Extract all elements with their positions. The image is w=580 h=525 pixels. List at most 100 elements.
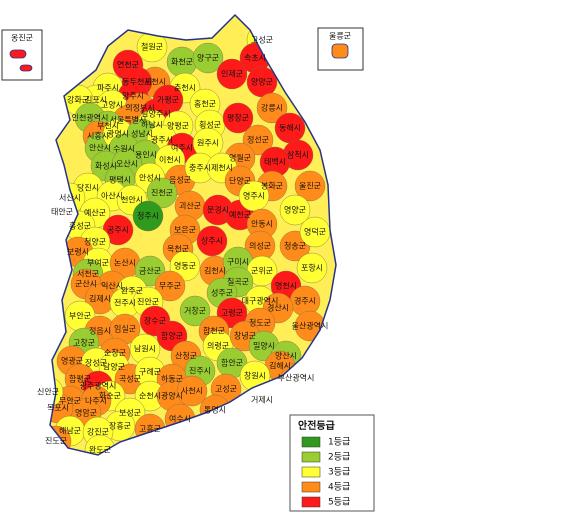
district-label: 정읍시 <box>89 326 111 336</box>
district-label: 원주시 <box>197 139 219 148</box>
district-label: 김천시 <box>204 266 226 276</box>
legend-label: 4등급 <box>328 482 350 493</box>
district-label: 금산군 <box>139 266 161 276</box>
district <box>179 295 211 327</box>
district <box>238 180 270 212</box>
island <box>331 43 349 59</box>
district-label: 서울특별시 <box>110 115 147 125</box>
district-label: 무안군 <box>59 396 81 406</box>
district-label: 철원군 <box>141 42 163 52</box>
district-label: 영동군 <box>174 261 196 271</box>
district-label: 여주시 <box>171 143 193 153</box>
district-label: 의령군 <box>207 341 229 351</box>
district-label: 삼척시 <box>287 150 309 160</box>
district-label: 연천군 <box>117 60 139 70</box>
district-label: 통영시 <box>204 405 226 415</box>
district-label: 울산광역시 <box>292 321 329 331</box>
district-label: 해남군 <box>59 426 81 436</box>
district-label: 합천군 <box>203 326 225 336</box>
district-label: 함안군 <box>221 358 243 368</box>
district-label: 청양군 <box>84 238 106 247</box>
district-label: 시흥시 <box>87 131 109 141</box>
district-label: 부산광역시 <box>278 373 315 383</box>
district-label: 청송군 <box>284 242 306 251</box>
district-label: 남원시 <box>134 345 156 354</box>
district-label: 상주시 <box>201 236 223 246</box>
district-label: 의성군 <box>249 241 271 251</box>
district-label: 정선군 <box>247 135 269 145</box>
district-label: 오산시 <box>116 159 138 169</box>
district-label: 목포시 <box>47 404 69 413</box>
district-label: 청도군 <box>249 319 271 328</box>
district-label: 홍천군 <box>194 99 216 109</box>
district-label: 영월군 <box>229 153 251 163</box>
district-label: 괴산군 <box>179 201 201 211</box>
district-label: 화순군 <box>99 392 121 401</box>
district-label: 횡성군 <box>199 120 221 130</box>
inset-label: 울릉군 <box>329 32 351 41</box>
district-label: 완주군 <box>121 287 143 296</box>
district-label: 청주시 <box>137 212 159 221</box>
district-label: 진안군 <box>137 297 159 307</box>
district-label: 양주시 <box>122 92 144 101</box>
district-label: 영암군 <box>75 408 97 418</box>
district <box>196 225 228 257</box>
district-label: 포천시 <box>144 77 166 87</box>
district-label: 성주군 <box>211 289 233 298</box>
district-label: 익산시 <box>101 281 123 291</box>
district-label: 남양주시 <box>141 110 170 119</box>
district-label: 강화군 <box>67 95 89 105</box>
district <box>176 375 208 407</box>
district-label: 동두천시 <box>122 77 151 87</box>
district-label: 창원시 <box>244 372 266 381</box>
district-label: 제천시 <box>211 163 233 173</box>
district-label: 영천시 <box>275 281 297 291</box>
district-label: 영양군 <box>284 205 306 215</box>
district-label: 김해시 <box>269 361 291 371</box>
district-label: 용인시 <box>135 150 157 160</box>
district-label: 고양시 <box>101 101 123 110</box>
district-label: 장흥군 <box>109 421 131 431</box>
district-label: 칠곡군 <box>227 278 249 287</box>
district-label: 화성시 <box>95 162 117 171</box>
district-label: 보령시 <box>67 248 89 257</box>
district-label: 군산시 <box>75 279 97 289</box>
district-label: 임실군 <box>114 324 136 334</box>
legend-label: 5등급 <box>328 497 350 508</box>
district-label: 서천군 <box>77 269 99 279</box>
district-label: 장수군 <box>144 316 166 326</box>
district-label: 사천시 <box>181 386 203 396</box>
district-label: 예천군 <box>229 210 251 220</box>
district-label: 부안군 <box>69 311 91 321</box>
district-label: 담양군 <box>103 362 125 372</box>
district-label: 동해시 <box>279 123 301 133</box>
district-label: 충주시 <box>189 164 211 173</box>
district-label: 진주시 <box>189 366 211 376</box>
district-label: 하동군 <box>161 374 183 384</box>
district-label: 포항시 <box>301 264 323 273</box>
district-label: 양구군 <box>197 54 219 63</box>
district-label: 태안군 <box>51 207 73 217</box>
district-label: 구례군 <box>139 367 161 377</box>
district-label: 평택시 <box>109 175 131 185</box>
district <box>154 270 186 302</box>
district-label: 창녕군 <box>234 332 256 341</box>
district-label: 의정부시 <box>125 103 154 113</box>
district-label: 안동시 <box>251 219 273 229</box>
district-label: 당진시 <box>77 183 99 193</box>
legend-label: 3등급 <box>328 467 350 478</box>
district-label: 양양군 <box>251 78 273 87</box>
district-label: 거제시 <box>251 396 273 405</box>
district-label: 단양군 <box>229 176 251 186</box>
district-label: 고성군 <box>215 385 237 394</box>
district-label: 태백시 <box>264 157 286 167</box>
district <box>296 252 328 284</box>
district-label: 파주시 <box>97 84 119 93</box>
district-label: 강진군 <box>87 427 109 437</box>
district <box>146 177 178 209</box>
district-label: 보성군 <box>119 409 141 418</box>
district-label: 대구광역시 <box>242 296 279 306</box>
district-label: 밀양시 <box>253 342 275 351</box>
